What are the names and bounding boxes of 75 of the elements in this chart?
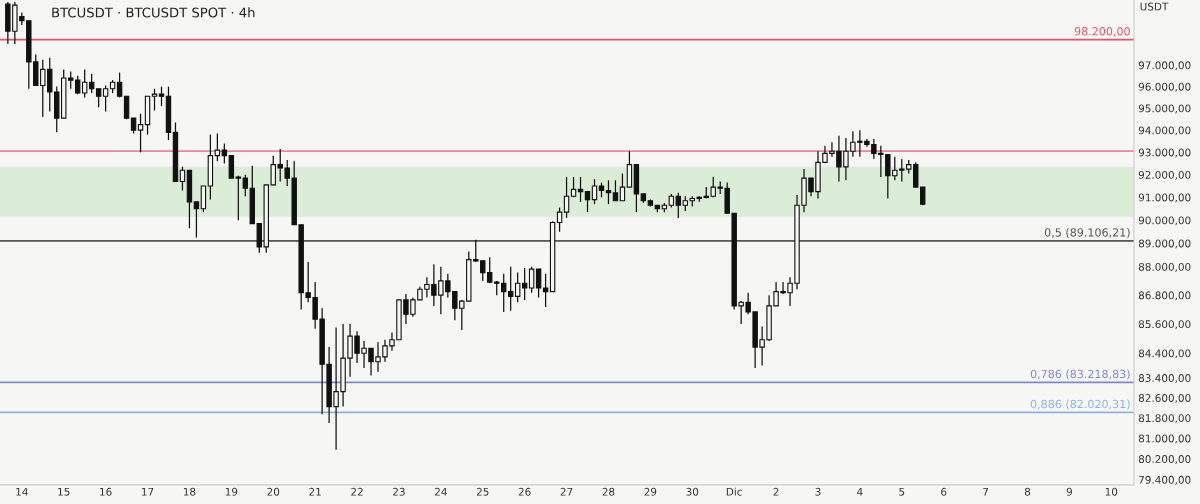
- candlestick: [521, 267, 528, 301]
- y-tick-label: 95.000,00: [1138, 104, 1191, 114]
- candlestick: [200, 185, 207, 213]
- candlestick: [542, 273, 549, 308]
- y-tick-label: 97.000,00: [1138, 61, 1191, 71]
- x-tick-label: 29: [644, 487, 657, 496]
- candlestick: [228, 155, 235, 179]
- y-tick-label: 81.000,00: [1138, 434, 1191, 444]
- ref-line-label: 0,886 (82.020,31): [1030, 399, 1130, 410]
- candlestick: [221, 142, 228, 165]
- candlestick: [535, 268, 542, 299]
- candlestick: [563, 176, 570, 219]
- x-tick-label: 16: [100, 487, 112, 496]
- x-tick-label: 15: [58, 487, 70, 496]
- candlestick: [95, 88, 102, 108]
- y-tick-label: 83.400,00: [1138, 374, 1191, 384]
- x-tick-label: 30: [686, 487, 699, 496]
- x-tick-label: 21: [309, 487, 321, 496]
- x-tick-label: 22: [351, 487, 363, 496]
- y-tick-label: 93.000,00: [1138, 148, 1191, 158]
- y-tick-label: 81.800,00: [1138, 414, 1191, 424]
- ref-line-label: 98.200,00: [1074, 27, 1130, 37]
- x-tick-label: 26: [518, 487, 531, 496]
- candlestick: [137, 113, 144, 153]
- candlestick: [626, 150, 633, 188]
- x-tick-label: 3: [815, 487, 821, 496]
- x-tick-label: 10: [1105, 487, 1118, 496]
- x-tick-label: 9: [1066, 487, 1072, 496]
- x-tick-label: 6: [941, 487, 947, 496]
- candlestick: [179, 166, 186, 192]
- x-tick-label: 28: [602, 487, 615, 496]
- y-tick-label: 88.000,00: [1138, 262, 1191, 272]
- candlestick: [214, 132, 221, 162]
- y-axis-title: USDT: [1140, 2, 1169, 11]
- y-tick-label: 92.000,00: [1138, 170, 1191, 180]
- y-tick-label: 85.600,00: [1138, 320, 1191, 330]
- y-tick-label: 86.800,00: [1138, 291, 1191, 301]
- y-tick-label: 91.000,00: [1138, 193, 1191, 203]
- x-tick-label: 18: [183, 487, 196, 496]
- candlestick: [619, 172, 626, 202]
- ref-line-label: 0,786 (83.218,83): [1030, 369, 1130, 380]
- x-tick-label: 4: [857, 487, 863, 496]
- y-tick-label: 79.400,00: [1139, 475, 1191, 485]
- x-tick-label: 5: [899, 487, 905, 496]
- y-tick-label: 82.600,00: [1138, 394, 1191, 403]
- x-tick-label: 27: [560, 487, 573, 496]
- y-tick-label: 84.400,00: [1138, 349, 1191, 359]
- x-tick-label: 14: [16, 487, 28, 496]
- y-tick-label: 90.000,00: [1138, 216, 1191, 226]
- y-tick-label: 89.000,00: [1138, 239, 1191, 249]
- x-tick-label: 8: [1024, 487, 1031, 496]
- candlestick: [584, 191, 591, 213]
- x-tick-label: 24: [434, 487, 447, 496]
- candlestick: [556, 206, 563, 233]
- x-tick-label: 7: [983, 487, 989, 496]
- x-tick-label: 17: [142, 487, 154, 496]
- candlestick: [193, 201, 200, 239]
- x-tick-label: 25: [476, 487, 489, 496]
- candlestick: [151, 88, 158, 112]
- candlestick: [591, 178, 598, 205]
- x-tick-label: 23: [393, 487, 405, 496]
- x-tick-label: 20: [267, 487, 280, 496]
- candlestick: [158, 85, 165, 107]
- x-tick-label: Dic: [726, 487, 742, 496]
- candlestick: [528, 266, 535, 294]
- y-tick-label: 80.200,00: [1138, 455, 1191, 465]
- y-tick-label: 94.000,00: [1138, 126, 1191, 136]
- x-tick-label: 2: [773, 487, 779, 496]
- candlestick: [102, 84, 109, 113]
- y-tick-label: 96.000,00: [1138, 82, 1191, 92]
- chart-title: BTCUSDT · BTCUSDT SPOT · 4h: [52, 7, 255, 18]
- ref-line-label: 0,5 (89.106,21): [1044, 228, 1130, 238]
- candlestick: [116, 71, 123, 99]
- x-tick-label: 19: [225, 487, 238, 496]
- candlestick: [612, 179, 619, 202]
